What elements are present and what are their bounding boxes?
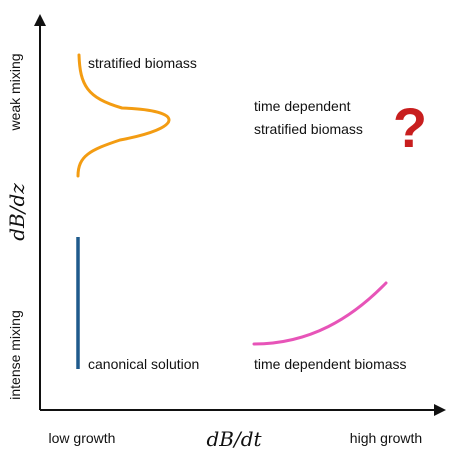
question-mark: ?	[393, 96, 427, 159]
x-axis-title: dB/dt	[206, 427, 262, 451]
time-dependent-stratified-label-line2: stratified biomass	[254, 121, 363, 137]
time-dependent-biomass-curve	[252, 281, 388, 346]
x-high-label: high growth	[350, 430, 422, 446]
canonical-solution-label: canonical solution	[88, 356, 199, 372]
stratified-biomass-label: stratified biomass	[88, 55, 197, 71]
y-high-label: weak mixing	[7, 53, 23, 131]
time-dependent-biomass-label: time dependent biomass	[254, 356, 407, 372]
y-axis-title: dB/dz	[5, 183, 29, 241]
y-low-label: intense mixing	[7, 310, 23, 400]
x-low-label: low growth	[49, 430, 116, 446]
stratified-biomass-curve	[76, 53, 171, 178]
time-dependent-stratified-label-line1: time dependent	[254, 98, 351, 114]
